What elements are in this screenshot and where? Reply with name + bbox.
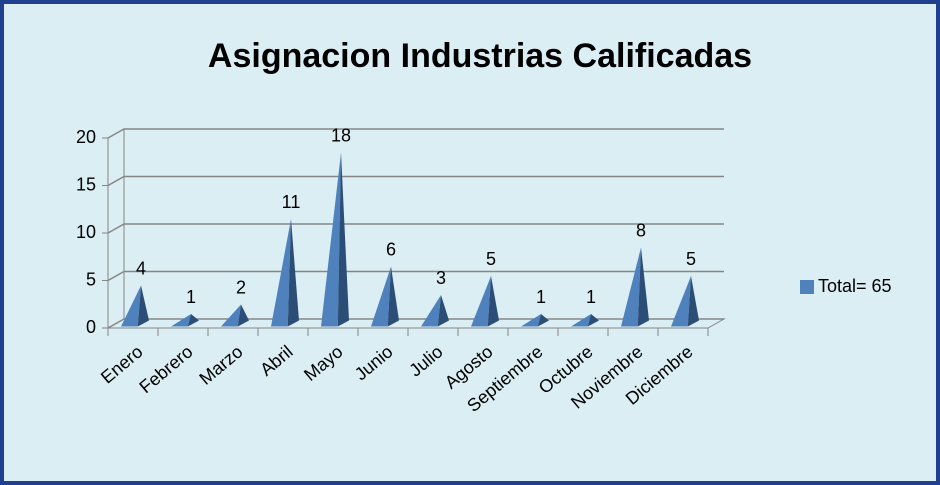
chart-title: Asignacion Industrias Calificadas [208,37,752,75]
y-tick-label: 5 [86,269,96,289]
bar [271,219,299,327]
data-label: 4 [136,258,146,278]
bar [621,247,649,327]
data-label: 5 [486,249,496,269]
y-tick-label: 15 [76,174,96,194]
grid-line [107,128,724,139]
bar [321,152,349,327]
data-label: 8 [636,220,646,240]
bar [571,314,599,327]
legend-label: Total= 65 [818,276,892,296]
y-tick-label: 10 [76,222,96,242]
data-label: 1 [186,287,196,307]
bar [171,314,199,327]
data-label: 5 [686,249,696,269]
data-label: 1 [586,287,596,307]
bar [221,304,249,327]
y-tick-label: 20 [76,127,96,147]
data-label: 3 [436,268,446,288]
data-label: 6 [386,239,396,259]
grid-line [107,175,724,187]
bar [371,266,399,327]
grid-line [107,318,724,329]
grid-line [107,223,724,234]
bar [471,276,499,327]
grid-line [107,270,724,282]
bar [521,314,549,327]
data-label: 11 [282,192,301,212]
y-tick-label: 0 [86,317,96,337]
bar [421,295,449,327]
data-label: 18 [331,125,351,145]
data-label: 1 [536,287,546,307]
legend-swatch [800,280,814,294]
data-label: 2 [236,277,246,297]
bar [121,285,149,327]
bar [671,276,699,327]
